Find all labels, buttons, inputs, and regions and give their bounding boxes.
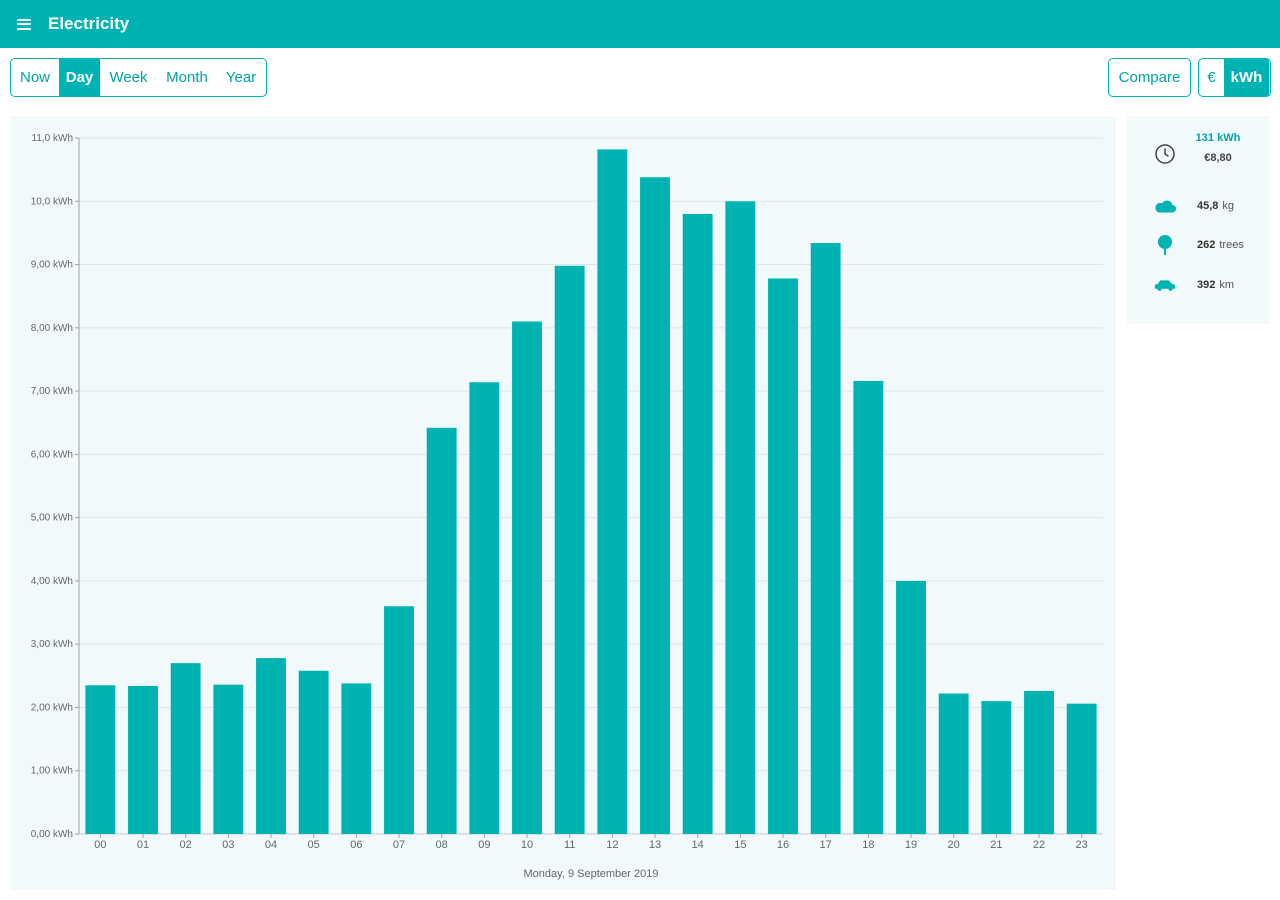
car-value: 392 — [1197, 279, 1216, 291]
compare-button[interactable]: Compare — [1108, 58, 1191, 97]
x-tick-label: 04 — [265, 839, 277, 851]
y-tick-label: 9,00 kWh — [31, 260, 73, 271]
bar — [170, 663, 201, 834]
car-icon — [1153, 273, 1177, 297]
trees-value: 262 — [1197, 239, 1216, 251]
trees-unit: trees — [1219, 239, 1244, 251]
x-tick-label: 23 — [1076, 839, 1088, 851]
x-tick-label: 09 — [478, 839, 490, 851]
unit-toggle: € kWh — [1198, 58, 1271, 97]
y-tick-label: 8,00 kWh — [31, 323, 73, 334]
y-tick-label: 0,00 kWh — [31, 829, 73, 840]
x-tick-label: 00 — [94, 839, 106, 851]
y-tick-label: 3,00 kWh — [31, 639, 73, 650]
bar — [896, 580, 926, 834]
range-selector: Now Day Week Month Year — [10, 58, 267, 97]
x-tick-label: 03 — [222, 839, 234, 851]
tab-year[interactable]: Year — [225, 69, 257, 86]
total-cost-value: €8,80 — [1204, 152, 1232, 164]
x-tick-label: 15 — [734, 839, 746, 851]
tree-icon — [1153, 233, 1177, 257]
x-tick-label: 11 — [564, 839, 575, 851]
bar — [725, 201, 756, 835]
car-row: 392 km — [1127, 275, 1270, 295]
app-bar: Electricity — [0, 0, 1280, 48]
total-kwh-value: 131 kWh — [1195, 132, 1241, 144]
bar — [938, 693, 969, 834]
consumption-chart: 0,00 kWh 1,00 kWh 2,00 kWh 3,00 kWh 4,00 kWh… — [10, 116, 1116, 890]
unit-kwh-button[interactable]: kWh — [1224, 59, 1269, 96]
bar — [853, 380, 884, 834]
x-tick-label: 16 — [777, 839, 789, 851]
bar — [384, 606, 414, 834]
x-tick-label: 19 — [905, 839, 917, 851]
y-tick-label: 1,00 kWh — [31, 766, 73, 777]
bar — [682, 213, 713, 835]
bar — [426, 427, 457, 834]
car-unit: km — [1219, 279, 1235, 291]
bar — [469, 382, 500, 834]
x-tick-label: 17 — [820, 839, 832, 851]
bar — [1066, 703, 1097, 834]
cloud-co2-icon — [1153, 194, 1177, 218]
co2-row: 45,8 kg — [1127, 196, 1270, 216]
y-tick-label: 5,00 kWh — [31, 513, 73, 524]
tab-week[interactable]: Week — [109, 69, 148, 86]
x-tick-label: 05 — [308, 839, 320, 851]
tab-now[interactable]: Now — [19, 69, 50, 86]
bar — [640, 177, 670, 834]
menu-button[interactable] — [0, 0, 48, 48]
x-tick-label: 01 — [137, 839, 149, 851]
x-tick-label: 06 — [350, 839, 362, 851]
bar — [597, 149, 628, 834]
x-tick-label: 10 — [521, 839, 533, 851]
y-tick-label: 7,00 kWh — [31, 386, 73, 397]
summary-panel: 131 kWh €8,80 45,8 kg 262 trees 392 km — [1127, 116, 1270, 324]
co2-value: 45,8 — [1197, 200, 1219, 212]
bar — [981, 701, 1012, 834]
clock-icon — [1153, 142, 1177, 166]
bar — [128, 685, 158, 834]
bar — [1024, 691, 1054, 834]
tab-month[interactable]: Month — [166, 69, 208, 86]
x-tick-label: 08 — [436, 839, 448, 851]
x-tick-label: 07 — [393, 839, 405, 851]
y-tick-label: 4,00 kWh — [31, 576, 73, 587]
co2-unit: kg — [1222, 200, 1235, 212]
hamburger-icon — [17, 18, 31, 30]
total-row: 131 kWh €8,80 — [1127, 132, 1270, 176]
x-axis-label: Monday, 9 September 2019 — [524, 868, 659, 880]
bar — [768, 278, 798, 834]
bar — [554, 265, 585, 834]
x-tick-label: 12 — [606, 839, 618, 851]
y-tick-label: 6,00 kWh — [31, 449, 73, 460]
x-tick-label: 21 — [990, 839, 1002, 851]
unit-euro-button[interactable]: € — [1207, 69, 1216, 86]
bar — [256, 658, 286, 834]
x-tick-label: 22 — [1033, 839, 1045, 851]
bar — [213, 684, 244, 834]
x-tick-label: 13 — [649, 839, 661, 851]
bar — [85, 685, 116, 834]
page-title: Electricity — [48, 14, 130, 33]
x-tick-label: 14 — [692, 839, 704, 851]
x-tick-label: 18 — [862, 839, 874, 851]
y-tick-label: 10,0 kWh — [31, 196, 73, 207]
x-tick-label: 20 — [948, 839, 960, 851]
bar — [512, 321, 542, 834]
bar — [810, 243, 841, 835]
tab-day[interactable]: Day — [59, 59, 100, 96]
bar — [341, 683, 372, 834]
x-tick-label: 02 — [180, 839, 192, 851]
bar-chart-svg: 0,00 kWh 1,00 kWh 2,00 kWh 3,00 kWh 4,00 kWh… — [31, 133, 1103, 880]
y-tick-label: 11,0 kWh — [32, 133, 74, 144]
y-tick-label: 2,00 kWh — [31, 702, 73, 713]
trees-row: 262 trees — [1127, 235, 1270, 255]
bar — [298, 670, 329, 834]
